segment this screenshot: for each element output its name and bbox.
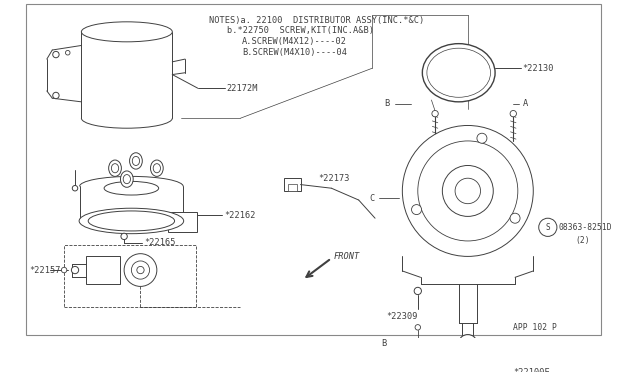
Ellipse shape	[124, 174, 131, 184]
Ellipse shape	[120, 171, 133, 187]
Text: B: B	[381, 339, 387, 348]
Ellipse shape	[129, 153, 142, 169]
Circle shape	[65, 51, 70, 55]
Text: 22172M: 22172M	[227, 84, 259, 93]
Bar	[64, 246, 196, 307]
Text: *22165: *22165	[144, 238, 175, 247]
Ellipse shape	[132, 156, 140, 166]
Ellipse shape	[153, 164, 161, 173]
Text: B.SCREW(M4X10)----04: B.SCREW(M4X10)----04	[243, 48, 348, 57]
Circle shape	[121, 233, 127, 240]
Text: S: S	[545, 223, 550, 232]
Text: *22130: *22130	[522, 64, 554, 73]
Bar	[284, 178, 301, 191]
Text: C: C	[370, 194, 375, 203]
Ellipse shape	[427, 48, 490, 97]
Circle shape	[412, 205, 422, 215]
Circle shape	[61, 267, 67, 273]
Circle shape	[432, 110, 438, 117]
Circle shape	[124, 254, 157, 286]
Circle shape	[539, 218, 557, 236]
Circle shape	[403, 125, 533, 256]
Text: *22173: *22173	[318, 174, 349, 183]
Bar	[288, 184, 297, 191]
Text: (2): (2)	[575, 237, 589, 246]
Bar	[442, 169, 493, 213]
Text: b.*22750  SCREW,KIT(INC.A&B): b.*22750 SCREW,KIT(INC.A&B)	[227, 26, 374, 35]
Bar	[451, 174, 484, 207]
Text: APP 102 P: APP 102 P	[513, 323, 557, 332]
Text: FRONT: FRONT	[333, 252, 360, 261]
Circle shape	[510, 110, 516, 117]
Circle shape	[442, 166, 493, 217]
Text: NOTES)a. 22100  DISTRIBUTOR ASSY(INC.*&C): NOTES)a. 22100 DISTRIBUTOR ASSY(INC.*&C)	[209, 16, 424, 25]
Ellipse shape	[88, 211, 175, 231]
Circle shape	[477, 133, 487, 143]
Text: B: B	[384, 99, 389, 108]
Text: 08363-8251D: 08363-8251D	[559, 223, 612, 232]
Circle shape	[415, 325, 420, 330]
Ellipse shape	[460, 334, 476, 347]
Circle shape	[131, 261, 150, 279]
Circle shape	[72, 266, 79, 274]
Circle shape	[52, 92, 59, 99]
Ellipse shape	[104, 182, 159, 195]
Text: A.SCREW(M4X12)----02: A.SCREW(M4X12)----02	[243, 37, 348, 46]
Text: *22100E: *22100E	[513, 368, 550, 372]
Circle shape	[510, 213, 520, 223]
Text: A: A	[522, 99, 527, 108]
Ellipse shape	[109, 160, 122, 176]
Ellipse shape	[79, 208, 184, 234]
Ellipse shape	[440, 360, 477, 372]
Ellipse shape	[81, 22, 172, 42]
Circle shape	[52, 51, 59, 58]
Circle shape	[418, 141, 518, 241]
Text: *22162: *22162	[224, 211, 255, 220]
Circle shape	[72, 186, 77, 191]
Ellipse shape	[422, 44, 495, 102]
Circle shape	[137, 266, 144, 274]
Ellipse shape	[150, 160, 163, 176]
Bar	[86, 256, 120, 284]
Text: *22309: *22309	[386, 312, 417, 321]
Text: *22157: *22157	[29, 266, 61, 275]
Circle shape	[414, 287, 421, 295]
Circle shape	[455, 178, 481, 204]
Ellipse shape	[111, 164, 118, 173]
Bar	[168, 212, 197, 232]
